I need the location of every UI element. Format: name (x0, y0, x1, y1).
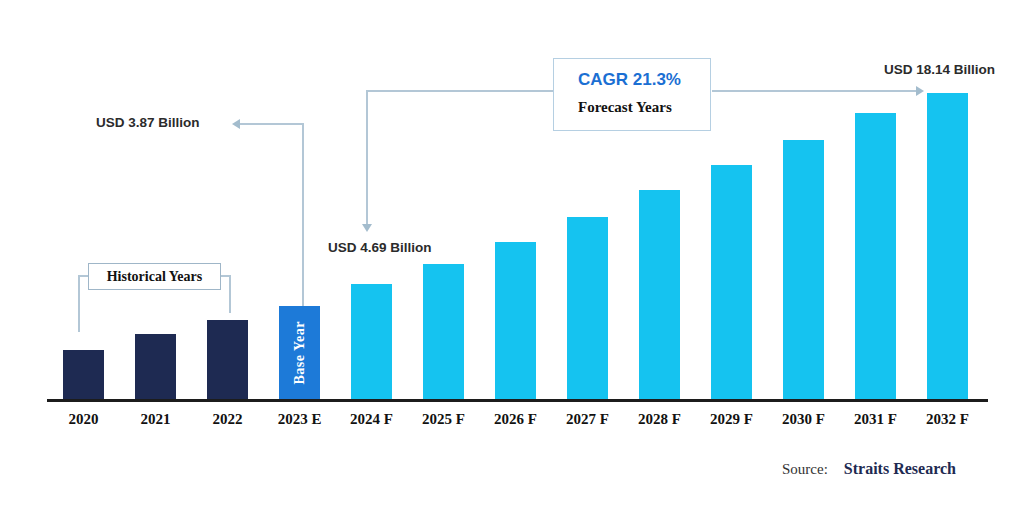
bar-2020 (63, 350, 104, 400)
callout-2023-hline (240, 123, 303, 125)
bar-2028-f (639, 190, 680, 400)
x-axis-line (47, 399, 988, 402)
base-year-label: Base Year (292, 321, 308, 384)
x-axis-label-2029-f: 2029 F (711, 411, 752, 428)
data-label-2032: USD 18.14 Billion (884, 62, 995, 77)
data-label-2023: USD 3.87 Billion (96, 115, 200, 130)
bar-2032-f (927, 93, 968, 400)
cagr-value: CAGR 21.3% (578, 70, 710, 90)
x-axis-label-text: 2028 F (638, 411, 681, 428)
x-axis-label-text: 2022 (213, 411, 243, 428)
x-axis-label-2020: 2020 (63, 411, 104, 428)
source-prefix: Source: (782, 461, 828, 478)
x-axis-label-text: 2025 F (422, 411, 465, 428)
callout-2032-arrowhead-icon (916, 86, 924, 96)
historical-bracket-right-line (229, 275, 231, 313)
x-axis-label-2023-e: 2023 E (279, 411, 320, 428)
x-axis-label-text: 2031 F (854, 411, 897, 428)
x-axis-label-2026-f: 2026 F (495, 411, 536, 428)
cagr-box: CAGR 21.3% Forecast Years (553, 58, 711, 131)
historical-years-label: Historical Years (107, 269, 203, 285)
x-axis-label-2021: 2021 (135, 411, 176, 428)
x-axis-label-text: 2027 F (566, 411, 609, 428)
bar-2029-f (711, 165, 752, 400)
bar-2023-e: Base Year (279, 306, 320, 400)
x-axis-label-text: 2023 E (278, 411, 322, 428)
cagr-left-hline (366, 90, 553, 92)
callout-2023-vline (302, 123, 304, 306)
source-name: Straits Research (844, 460, 956, 478)
x-axis-label-text: 2029 F (710, 411, 753, 428)
historical-bracket-left-line (78, 275, 80, 332)
x-axis-label-2027-f: 2027 F (567, 411, 608, 428)
bar-2027-f (567, 217, 608, 400)
x-axis-label-text: 2026 F (494, 411, 537, 428)
historical-years-box: Historical Years (88, 263, 221, 290)
callout-2023-arrowhead-icon (232, 119, 240, 129)
x-axis-label-2028-f: 2028 F (639, 411, 680, 428)
bar-2021 (135, 334, 176, 400)
bar-2026-f (495, 242, 536, 400)
x-axis-label-text: 2032 F (926, 411, 969, 428)
x-axis-label-2022: 2022 (207, 411, 248, 428)
bar-2030-f (783, 140, 824, 400)
x-axis-label-text: 2030 F (782, 411, 825, 428)
callout-2024-arrowhead-icon (362, 224, 372, 232)
market-growth-chart: Base Year 2020 2021 2022 2023 E 2024 F 2025 F… (0, 0, 1024, 519)
bar-2024-f (351, 284, 392, 400)
x-axis-label-text: 2021 (141, 411, 171, 428)
bars: Base Year (63, 0, 968, 400)
x-axis-label-2032-f: 2032 F (927, 411, 968, 428)
x-axis-label-2031-f: 2031 F (855, 411, 896, 428)
bar-2031-f (855, 113, 896, 400)
x-axis-label-text: 2020 (69, 411, 99, 428)
bar-2022 (207, 320, 248, 400)
x-axis-label-2024-f: 2024 F (351, 411, 392, 428)
x-axis-label-2025-f: 2025 F (423, 411, 464, 428)
bar-2025-f (423, 264, 464, 400)
forecast-years-label: Forecast Years (578, 99, 710, 116)
x-axis-label-text: 2024 F (350, 411, 393, 428)
data-label-2024: USD 4.69 Billion (328, 240, 432, 255)
x-axis-labels: 2020 2021 2022 2023 E 2024 F 2025 F 2026 F 2027… (63, 411, 968, 428)
cagr-left-vline (366, 90, 368, 224)
x-axis-label-2030-f: 2030 F (783, 411, 824, 428)
cagr-right-hline (712, 90, 916, 92)
source-row: Source: Straits Research (782, 460, 956, 478)
